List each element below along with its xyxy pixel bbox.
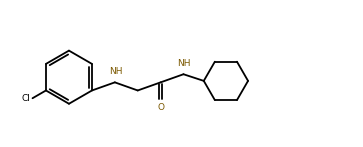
Text: NH: NH [109, 67, 122, 76]
Text: O: O [157, 103, 164, 112]
Text: Cl: Cl [21, 94, 30, 103]
Text: NH: NH [178, 59, 191, 68]
